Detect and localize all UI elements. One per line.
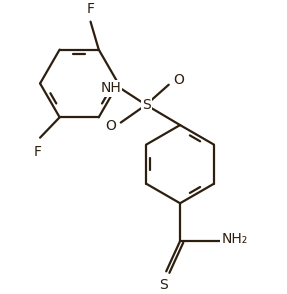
Text: NH: NH (100, 81, 121, 96)
Text: F: F (34, 145, 42, 158)
Text: O: O (105, 119, 116, 133)
Text: O: O (173, 73, 184, 87)
Text: NH₂: NH₂ (221, 232, 247, 245)
Text: F: F (87, 2, 94, 16)
Text: S: S (159, 278, 168, 292)
Text: S: S (142, 98, 150, 112)
